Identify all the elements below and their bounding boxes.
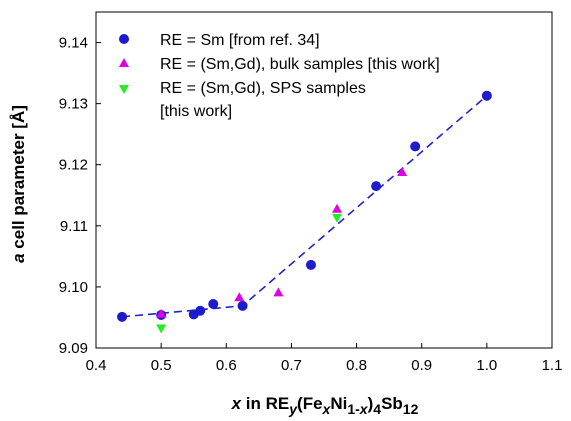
legend-label-bulk: RE = (Sm,Gd), bulk samples [this work] <box>160 56 440 73</box>
x-axis-ticks: 0.4 0.5 0.6 0.7 0.8 0.9 1.0 1.1 <box>86 343 563 374</box>
data-point-series-0 <box>195 305 206 316</box>
data-point-series-0 <box>371 181 382 192</box>
data-markers <box>117 90 492 334</box>
fit-line <box>122 95 488 318</box>
x-tick-label: 1.1 <box>542 357 563 374</box>
y-axis-ticks: 9.09 9.10 9.11 9.12 9.13 9.14 <box>59 35 101 357</box>
y-tick-label: 9.09 <box>59 340 88 357</box>
x-tick-label: 0.8 <box>346 357 367 374</box>
y-tick-label: 9.12 <box>59 157 88 174</box>
data-point-series-0 <box>237 300 248 311</box>
data-point-series-1 <box>397 167 408 177</box>
y-tick-label: 9.11 <box>60 218 88 235</box>
legend-marker-sm <box>119 34 129 44</box>
x-axis-title: x in REy(FexNi1-x)4Sb12 <box>231 394 419 417</box>
y-tick-label: 9.13 <box>59 96 88 113</box>
data-point-series-2 <box>156 324 167 334</box>
data-point-series-0 <box>117 311 128 322</box>
legend-marker-sps <box>119 85 129 94</box>
data-point-series-0 <box>410 141 421 152</box>
legend: RE = Sm [from ref. 34] RE = (Sm,Gd), bul… <box>119 32 440 120</box>
data-point-series-1 <box>234 292 245 302</box>
x-tick-label: 0.4 <box>86 357 107 374</box>
y-axis-title: a cell parameter [Å] <box>9 105 28 263</box>
data-point-series-0 <box>208 299 219 310</box>
data-point-series-0 <box>305 259 316 270</box>
legend-label-sm: RE = Sm [from ref. 34] <box>160 32 320 49</box>
y-tick-label: 9.10 <box>59 279 88 296</box>
y-tick-label: 9.14 <box>59 35 88 52</box>
x-tick-label: 0.7 <box>281 357 302 374</box>
x-tick-label: 0.9 <box>411 357 432 374</box>
x-tick-label: 0.5 <box>151 357 172 374</box>
legend-marker-bulk <box>119 58 129 67</box>
x-tick-label: 1.0 <box>476 357 497 374</box>
data-point-series-1 <box>156 308 167 318</box>
data-point-series-2 <box>332 213 343 223</box>
legend-label-sps-line2: [this work] <box>160 103 232 120</box>
data-point-series-1 <box>332 203 343 213</box>
plot-frame <box>95 11 553 349</box>
data-point-series-1 <box>273 287 284 297</box>
x-tick-label: 0.6 <box>216 357 237 374</box>
data-point-series-0 <box>481 90 492 101</box>
legend-label-sps-line1: RE = (Sm,Gd), SPS samples <box>160 80 366 97</box>
